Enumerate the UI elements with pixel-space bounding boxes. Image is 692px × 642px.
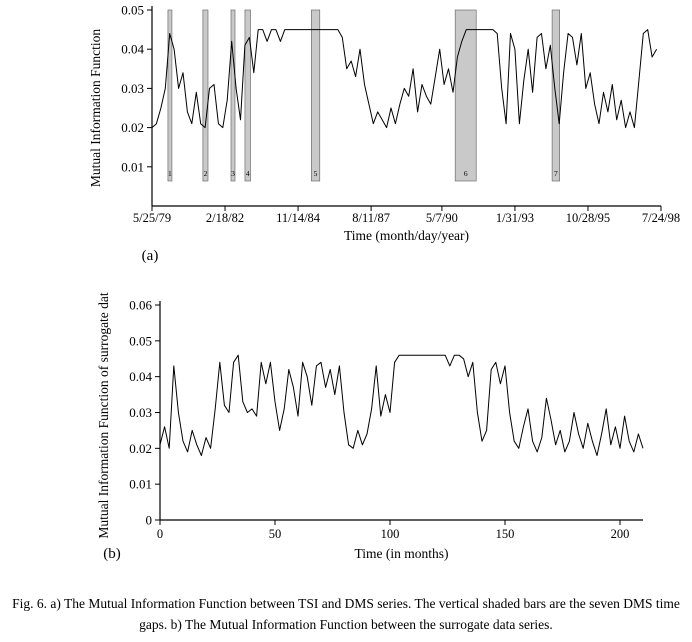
gap-bar bbox=[244, 9, 251, 182]
y-tick-label: 0.03 bbox=[121, 81, 144, 96]
panel-label: (b) bbox=[103, 546, 121, 562]
x-tick-label: 8/11/87 bbox=[352, 211, 390, 225]
x-tick-label: 100 bbox=[381, 527, 400, 541]
y-tick-label: 0.04 bbox=[129, 369, 152, 384]
chart-b-mutual-information-surrogate: 0 0.01 0.02 0.03 0.04 0.05 0.06 0 50 100 150 200 Mut… bbox=[96, 292, 644, 562]
gap-bar bbox=[230, 9, 236, 182]
x-axis-title: Time (in months) bbox=[354, 546, 448, 561]
gap-bar bbox=[310, 9, 321, 182]
y-tick-label: 0.04 bbox=[121, 42, 144, 57]
series-line bbox=[151, 29, 658, 129]
panel-label: (a) bbox=[142, 248, 159, 264]
x-tick-label: 50 bbox=[269, 527, 282, 541]
y-tick-label: 0.05 bbox=[129, 333, 152, 348]
y-tick-label: 0 bbox=[146, 513, 153, 528]
chart-a-mutual-information-tsi-dms: 1 2 3 4 5 6 7 0.01 0.02 0.03 0.04 0.05 5/25/79 2/18/8… bbox=[88, 3, 680, 265]
y-tick-label: 0.01 bbox=[121, 159, 144, 174]
y-tick-label: 0.03 bbox=[129, 405, 152, 420]
x-tick-label: 5/25/79 bbox=[133, 211, 171, 225]
x-tick-label: 11/14/84 bbox=[276, 211, 321, 225]
gap-bar-label: 2 bbox=[204, 169, 208, 178]
y-tick-label: 0.01 bbox=[129, 477, 152, 492]
x-tick-label: 1/31/93 bbox=[496, 211, 534, 225]
gap-bar bbox=[454, 9, 477, 182]
y-axis-title: Mutual Information Function bbox=[88, 29, 103, 187]
x-tick-label: 150 bbox=[496, 527, 515, 541]
x-tick-label: 7/24/98 bbox=[642, 211, 680, 225]
gap-bar bbox=[167, 9, 173, 182]
x-tick-label: 5/7/90 bbox=[426, 211, 458, 225]
y-tick-label: 0.05 bbox=[121, 3, 144, 18]
gap-bar bbox=[202, 9, 209, 182]
y-tick-label: 0.06 bbox=[129, 298, 152, 313]
y-tick-label: 0.02 bbox=[129, 441, 152, 456]
figure-caption: Fig. 6. a) The Mutual Information Functi… bbox=[12, 596, 680, 632]
gap-bar-label: 1 bbox=[168, 169, 172, 178]
x-tick-label: 0 bbox=[157, 527, 163, 541]
x-axis-title: Time (month/day/year) bbox=[344, 228, 469, 243]
y-tick-label: 0.02 bbox=[121, 120, 144, 135]
y-axis-title: Mutual Information Function of surrogate… bbox=[96, 292, 111, 539]
x-tick-label: 10/28/95 bbox=[566, 211, 610, 225]
x-tick-label: 2/18/82 bbox=[206, 211, 244, 225]
series-line bbox=[159, 354, 644, 456]
x-tick-label: 200 bbox=[611, 527, 630, 541]
gap-bar-label: 4 bbox=[246, 169, 250, 178]
gap-bar-label: 3 bbox=[231, 169, 235, 178]
gap-bar-label: 7 bbox=[554, 169, 558, 178]
gap-bar-label: 5 bbox=[314, 169, 318, 178]
gap-bar-label: 6 bbox=[464, 169, 468, 178]
